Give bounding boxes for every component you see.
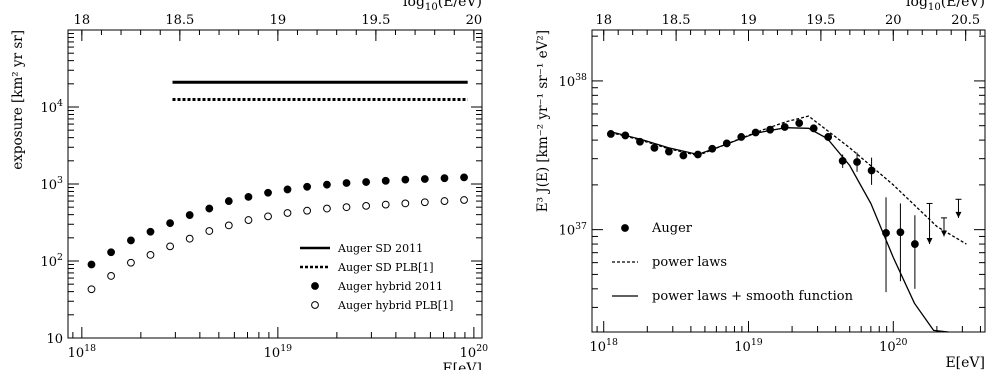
data-point	[440, 197, 449, 205]
data-point	[401, 175, 410, 184]
legend-swatch	[621, 224, 629, 232]
data-point	[440, 174, 449, 183]
data-point	[362, 201, 371, 210]
data-point	[87, 285, 96, 294]
x-tick-label: 1018	[68, 343, 96, 361]
top-tick-label: 18.5	[662, 13, 691, 28]
y-tick-label: 103	[41, 175, 64, 193]
data-point	[264, 212, 272, 221]
data-point	[362, 178, 371, 186]
data-point	[205, 204, 214, 213]
data-point	[323, 180, 331, 189]
data-point	[107, 248, 115, 257]
data-point	[107, 272, 115, 280]
x-tick-label: 1019	[734, 337, 762, 355]
data-point	[146, 227, 155, 236]
y-axis-label: exposure [km² yr sr]	[10, 30, 26, 170]
data-point	[910, 240, 919, 248]
upper-limit-arrowhead	[926, 238, 933, 245]
legend-label: Auger hybrid PLB[1]	[337, 299, 453, 312]
top-axis-label: log10(E/eV)	[403, 0, 482, 13]
series-curve	[610, 115, 967, 245]
top-tick-label: 19	[270, 13, 287, 28]
upper-limit-arrowhead	[955, 211, 962, 218]
data-point	[460, 173, 468, 182]
data-point	[303, 182, 312, 191]
y-tick-label: 102	[41, 252, 64, 270]
data-point	[283, 209, 292, 217]
data-point	[146, 251, 155, 259]
x-axis-label: E[eV]	[442, 361, 482, 370]
legend-label: Auger	[651, 221, 693, 236]
data-point	[205, 227, 214, 235]
top-tick-label: 20	[885, 13, 902, 28]
plot-frame	[591, 29, 986, 333]
top-tick-label: 18	[595, 13, 612, 28]
data-point	[342, 179, 351, 187]
legend-swatch	[311, 282, 319, 290]
y-axis-label: E³ J(E) [km⁻² yr⁻¹ sr⁻¹ eV²]	[535, 30, 551, 212]
data-point	[264, 188, 272, 197]
data-point	[867, 166, 876, 175]
data-point	[244, 192, 253, 201]
data-point	[460, 196, 468, 204]
y-tick-label: 1037	[559, 221, 587, 239]
data-point	[795, 119, 804, 128]
top-tick-label: 19	[740, 13, 757, 28]
data-point	[303, 206, 312, 215]
x-tick-label: 1020	[879, 337, 907, 355]
chart-panel-2: 18 18.5 19 19.5 20 20.5 E[eV] E³ J(E) [km⁻² yr⁻…	[535, 13, 986, 370]
legend-swatch	[311, 301, 319, 309]
data-point	[224, 197, 233, 205]
legend-label: Auger SD PLB[1]	[337, 261, 434, 274]
x-tick-label: 1019	[264, 343, 292, 361]
data-point	[381, 176, 390, 185]
series-curve	[610, 127, 949, 333]
y-tick-label: 10	[46, 332, 63, 347]
data-point	[401, 199, 410, 208]
data-point	[606, 130, 615, 138]
top-tick-label: 19.5	[806, 13, 835, 28]
data-point	[127, 236, 135, 245]
data-point	[166, 242, 174, 251]
top-tick-label: 20	[466, 13, 483, 28]
data-point	[381, 200, 390, 209]
top-tick-label: 18	[74, 13, 91, 28]
x-tick-label: 1020	[460, 343, 488, 361]
x-tick-label: 1018	[589, 337, 617, 355]
top-tick-label: 20.5	[951, 13, 980, 28]
y-tick-label: 1038	[559, 72, 587, 90]
y-tick-label: 104	[41, 98, 64, 116]
x-axis-label: E[eV]	[945, 355, 985, 370]
data-point	[224, 221, 233, 230]
legend-label: power laws + smooth function	[652, 289, 854, 304]
data-point	[244, 216, 253, 224]
legend-label: Auger hybrid 2011	[337, 280, 443, 293]
data-point	[780, 123, 789, 131]
chart-panel-1: 18 18.5 19 19.5 20 E[eV] exposure [km² yr sr] A…	[10, 13, 483, 370]
top-tick-label: 18.5	[165, 13, 194, 28]
data-point	[323, 204, 331, 213]
legend-label: power laws	[652, 255, 727, 270]
data-point	[185, 234, 194, 243]
data-point	[420, 175, 429, 183]
data-point	[166, 219, 174, 228]
data-point	[87, 260, 96, 269]
data-point	[853, 158, 861, 166]
top-axis-label: log10(E/eV)	[906, 0, 985, 13]
data-point	[127, 258, 135, 267]
data-point	[283, 185, 292, 194]
data-point	[420, 198, 429, 207]
top-tick-label: 19.5	[361, 13, 390, 28]
data-point	[342, 203, 351, 212]
legend-label: Auger SD 2011	[337, 242, 423, 255]
data-point	[896, 228, 905, 237]
data-point	[185, 211, 194, 219]
